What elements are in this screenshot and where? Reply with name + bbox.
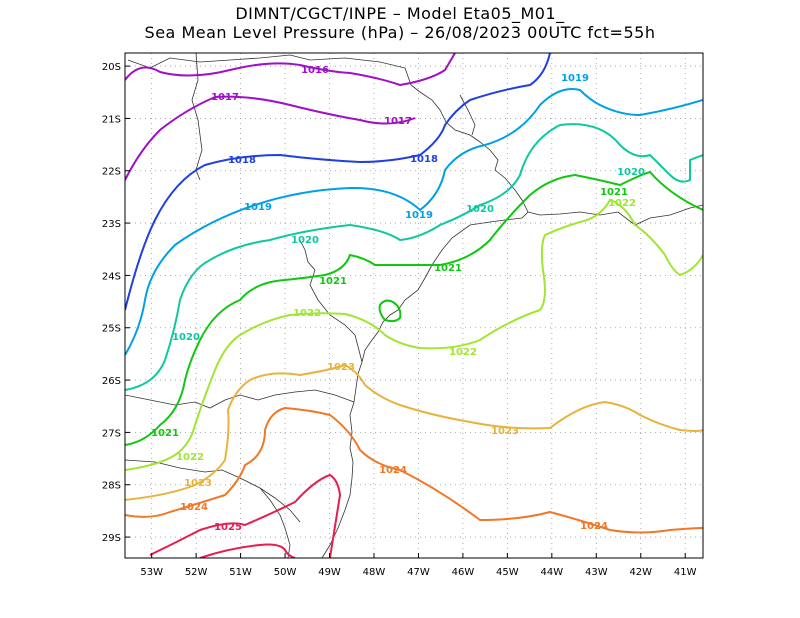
contour-label: 1021 bbox=[319, 276, 347, 287]
isobar-1022 bbox=[125, 198, 703, 471]
state-border bbox=[259, 487, 291, 558]
lat-tick-label: 24S bbox=[102, 271, 121, 282]
lon-tick-label: 49W bbox=[318, 567, 341, 578]
isobar-1023 bbox=[125, 363, 703, 501]
contour-label: 1020 bbox=[172, 332, 200, 343]
lat-tick-label: 23S bbox=[102, 219, 121, 230]
contour-labels: 1016 1017 1017 1018 1018 1019 1019 1019 … bbox=[151, 65, 645, 533]
contour-label: 1018 bbox=[228, 155, 256, 166]
contour-label: 1019 bbox=[561, 73, 589, 84]
lon-tick-label: 51W bbox=[229, 567, 252, 578]
contour-label: 1020 bbox=[617, 167, 645, 178]
lon-tick-label: 47W bbox=[407, 567, 430, 578]
lon-tick-label: 45W bbox=[496, 567, 519, 578]
state-border bbox=[127, 54, 406, 69]
contour-label: 1020 bbox=[291, 235, 319, 246]
contour-label: 1021 bbox=[151, 428, 179, 439]
state-border bbox=[191, 53, 203, 181]
coastline-east bbox=[527, 204, 703, 226]
contour-label: 1022 bbox=[176, 452, 204, 463]
chart-title-line-1: DIMNT/CGCT/INPE – Model Eta05_M01_ bbox=[235, 4, 565, 23]
contour-label: 1018 bbox=[410, 154, 438, 165]
lon-tick-label: 44W bbox=[541, 567, 564, 578]
contour-label: 1021 bbox=[600, 187, 628, 198]
isobar-1016 bbox=[125, 53, 456, 87]
contour-label: 1022 bbox=[293, 308, 321, 319]
contour-label: 1023 bbox=[491, 426, 519, 437]
contour-label: 1016 bbox=[301, 65, 329, 76]
isobar-1020 bbox=[125, 123, 703, 391]
state-border bbox=[125, 459, 301, 523]
isobar-1024 bbox=[125, 406, 703, 534]
contour-label: 1020 bbox=[466, 204, 494, 215]
longitude-axis: 53W 52W 51W 50W 49W 48W 47W 46W 45W 44W 43W 42W 41W bbox=[140, 553, 697, 578]
latitude-axis: 20S 21S 22S 23S 24S 25S 26S 27S 28S 29S bbox=[102, 62, 130, 544]
isobar-1017 bbox=[125, 95, 416, 181]
lat-tick-label: 28S bbox=[102, 481, 121, 492]
isobar-1025-b bbox=[199, 543, 296, 558]
lon-tick-label: 46W bbox=[452, 567, 475, 578]
lat-tick-label: 27S bbox=[102, 428, 121, 439]
lon-tick-label: 48W bbox=[363, 567, 386, 578]
lat-tick-label: 22S bbox=[102, 167, 121, 178]
lon-tick-label: 52W bbox=[185, 567, 208, 578]
contour-label: 1025 bbox=[214, 522, 242, 533]
lat-tick-label: 20S bbox=[102, 62, 121, 73]
lat-tick-label: 25S bbox=[102, 324, 121, 335]
lon-tick-label: 42W bbox=[629, 567, 652, 578]
contour-label: 1024 bbox=[580, 521, 608, 532]
contour-label: 1023 bbox=[327, 362, 355, 373]
lon-tick-label: 41W bbox=[674, 567, 697, 578]
state-border bbox=[125, 389, 355, 409]
lon-tick-label: 43W bbox=[585, 567, 608, 578]
geography bbox=[125, 53, 703, 558]
lat-tick-label: 21S bbox=[102, 114, 121, 125]
contour-label: 1024 bbox=[180, 502, 208, 513]
isobar-1021-loop bbox=[378, 299, 402, 323]
isobar-1021 bbox=[125, 170, 703, 446]
contour-label: 1022 bbox=[608, 198, 636, 209]
contour-label: 1019 bbox=[244, 202, 272, 213]
chart-title-line-2: Sea Mean Level Pressure (hPa) – 26/08/20… bbox=[144, 23, 656, 42]
contour-label: 1021 bbox=[434, 263, 462, 274]
state-border bbox=[299, 239, 363, 363]
lon-tick-label: 53W bbox=[140, 567, 163, 578]
isobar-1025 bbox=[149, 473, 342, 558]
contour-label: 1023 bbox=[184, 478, 212, 489]
coastline bbox=[321, 67, 529, 558]
contour-label: 1019 bbox=[405, 210, 433, 221]
lat-tick-label: 29S bbox=[102, 533, 121, 544]
contour-label: 1022 bbox=[449, 347, 477, 358]
contour-label: 1017 bbox=[211, 92, 239, 103]
contour-label: 1017 bbox=[384, 116, 412, 127]
isobar-1018 bbox=[125, 53, 551, 311]
state-border bbox=[459, 94, 476, 136]
lat-tick-label: 26S bbox=[102, 376, 121, 387]
lon-tick-label: 50W bbox=[274, 567, 297, 578]
contour-label: 1024 bbox=[379, 465, 407, 476]
contours bbox=[125, 53, 703, 558]
map-frame bbox=[124, 52, 704, 559]
isobar-1019 bbox=[125, 88, 703, 356]
